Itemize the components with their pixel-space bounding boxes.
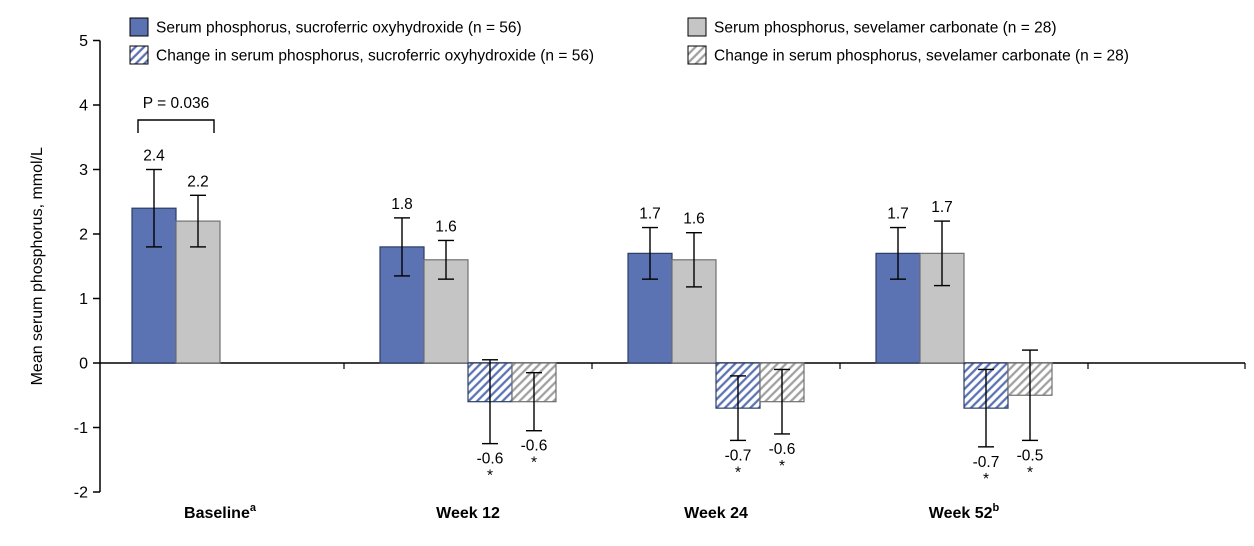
significance-asterisk: *: [531, 455, 537, 472]
value-label: 1.7: [931, 199, 953, 216]
x-category-label: Week 24: [684, 505, 748, 522]
value-label: -0.6: [769, 441, 796, 458]
y-tick-label: 3: [79, 162, 88, 179]
y-tick-label: 0: [79, 356, 88, 373]
value-label: -0.7: [725, 447, 752, 464]
legend-swatch: [129, 45, 149, 65]
significance-asterisk: *: [1027, 464, 1033, 481]
legend-swatch: [687, 45, 707, 65]
legend-label: Change in serum phosphorus, sucroferric …: [156, 48, 594, 65]
value-label: -0.5: [1017, 447, 1044, 464]
value-label: -0.6: [521, 438, 548, 455]
x-category-label: Baselinea: [184, 502, 257, 522]
y-tick-label: 5: [79, 33, 88, 50]
legend-label: Serum phosphorus, sevelamer carbonate (n…: [714, 20, 1056, 37]
value-label: 1.7: [887, 206, 909, 223]
significance-bracket: [137, 119, 215, 133]
significance-asterisk: *: [487, 468, 493, 485]
y-tick-label: 2: [79, 227, 88, 244]
legend-label: Serum phosphorus, sucroferric oxyhydroxi…: [156, 20, 522, 37]
value-label: 2.2: [187, 173, 209, 190]
value-label: -0.7: [973, 454, 1000, 471]
value-label: 1.7: [639, 206, 661, 223]
significance-asterisk: *: [779, 458, 785, 475]
y-tick-label: 1: [79, 291, 88, 308]
y-axis-title: Mean serum phosphorus, mmol/L: [29, 147, 46, 385]
y-tick-label: -1: [74, 420, 88, 437]
significance-asterisk: *: [735, 464, 741, 481]
value-label: -0.6: [477, 451, 504, 468]
p-value-label: P = 0.036: [143, 95, 210, 112]
y-tick-label: 4: [79, 98, 88, 115]
y-tick-label: -2: [74, 485, 88, 502]
legend-swatch: [129, 17, 149, 37]
significance-asterisk: *: [983, 471, 989, 488]
x-category-label: Week 12: [436, 505, 500, 522]
value-label: 2.4: [143, 148, 165, 165]
value-label: 1.8: [391, 196, 413, 213]
value-label: 1.6: [435, 218, 457, 235]
x-category-label: Week 52b: [929, 502, 1000, 522]
legend-label: Change in serum phosphorus, sevelamer ca…: [714, 48, 1129, 65]
legend-swatch: [687, 17, 707, 37]
value-label: 1.6: [683, 211, 705, 228]
